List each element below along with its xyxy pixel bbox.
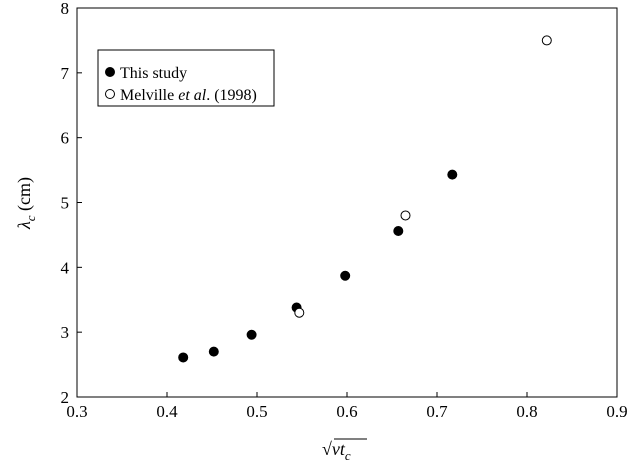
point-this-study xyxy=(340,270,351,281)
x-axis-variable: t xyxy=(340,439,346,459)
x-tick-label: 0.5 xyxy=(246,402,267,421)
x-axis-symbol: ν xyxy=(332,439,340,459)
y-tick-label: 5 xyxy=(61,194,70,213)
x-axis-title: √νtc xyxy=(322,439,351,463)
x-tick-label: 0.6 xyxy=(336,402,357,421)
legend-box xyxy=(97,49,275,107)
point-melville xyxy=(541,35,552,46)
legend: This study Melville et al. (1998) xyxy=(97,49,275,107)
legend-label-this-study: This study xyxy=(120,65,187,82)
y-tick-label: 4 xyxy=(61,258,70,277)
x-axis-radical: √ xyxy=(322,439,332,459)
legend-marker-melville xyxy=(105,89,115,99)
y-axis-ticks: 2 3 4 5 6 7 8 xyxy=(61,0,82,407)
x-tick-label: 0.4 xyxy=(156,402,178,421)
x-tick-label: 0.9 xyxy=(606,402,627,421)
y-tick-label: 7 xyxy=(61,64,70,83)
x-axis-ticks: 0.3 0.4 0.5 0.6 0.7 0.8 0.9 xyxy=(66,392,628,421)
point-this-study xyxy=(178,352,189,363)
point-this-study xyxy=(208,346,219,357)
point-melville xyxy=(294,307,305,318)
x-axis-subscript: c xyxy=(345,448,351,463)
y-axis-unit: (cm) xyxy=(14,177,35,215)
y-axis-symbol: λ xyxy=(14,221,34,230)
y-axis-title: λc (cm) xyxy=(14,177,38,230)
x-tick-label: 0.8 xyxy=(516,402,537,421)
point-this-study xyxy=(447,169,458,180)
point-this-study xyxy=(393,226,404,237)
point-melville xyxy=(400,210,411,221)
y-tick-label: 8 xyxy=(61,0,70,18)
x-tick-label: 0.3 xyxy=(66,402,87,421)
y-tick-label: 6 xyxy=(61,129,70,148)
data-points xyxy=(178,35,552,363)
legend-label-melville: Melville et al. (1998) xyxy=(120,87,257,104)
y-axis-subscript: c xyxy=(23,215,38,221)
y-tick-label: 3 xyxy=(61,323,70,342)
y-tick-label: 2 xyxy=(61,388,70,407)
point-this-study xyxy=(246,329,257,340)
x-tick-label: 0.7 xyxy=(426,402,448,421)
legend-marker-this-study xyxy=(105,67,115,77)
